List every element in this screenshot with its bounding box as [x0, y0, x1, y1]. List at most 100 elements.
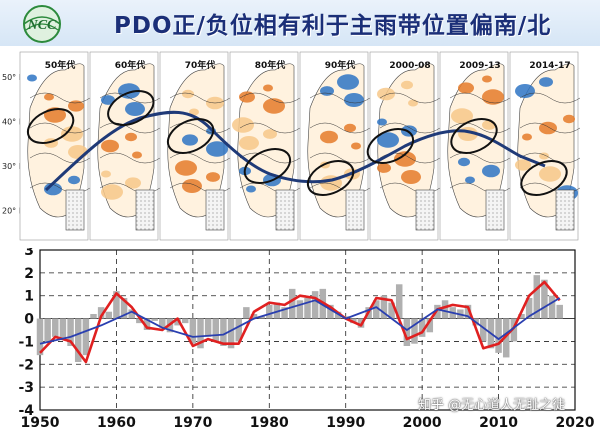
lat-label: 50° N [2, 73, 25, 82]
rainband-ellipse [366, 128, 415, 164]
map-panel-label: 2009-13 [459, 61, 500, 71]
map-panel: 90年代 [299, 51, 371, 241]
map-panel: 2009-13 [439, 51, 511, 241]
x-tick-label: 1970 [173, 415, 212, 429]
pdo-bar [120, 298, 128, 319]
pdo-bar [204, 318, 212, 337]
pdo-bar [395, 284, 403, 319]
pdo-bar [220, 318, 227, 346]
pdo-bar [90, 314, 97, 319]
pdo-bar [128, 309, 135, 319]
pdo-bar [243, 307, 250, 319]
pdo-index-chart: -4 -3 -2 -1 0 1 2 3 1950 1960 1970 1980 1990 2000 201… [18, 248, 595, 429]
x-tick-label: 1980 [250, 415, 289, 429]
map-panel-label: 60年代 [115, 59, 146, 71]
pdo-bar [159, 318, 166, 328]
pdo-bar [59, 318, 67, 340]
map-panel: 50年代 [19, 51, 91, 241]
y-tick-label: 0 [24, 312, 34, 328]
map-panel: 80年代 [229, 51, 301, 241]
y-tick-label: -4 [18, 403, 34, 419]
watermark-text: 知乎 @无心道人无耻之徒 [418, 398, 566, 413]
x-tick-label: 2000 [403, 415, 442, 429]
rainband-ellipse [520, 160, 568, 196]
page-title: PDO正/负位相有利于主雨带位置偏南/北 [114, 13, 552, 39]
map-panel-label: 2000-08 [389, 61, 430, 71]
map-panel-label: 2014-17 [529, 61, 570, 71]
map-panel: 2014-17 [509, 51, 581, 241]
map-panel-label: 80年代 [255, 59, 286, 71]
pdo-bar [288, 288, 296, 319]
pdo-bar [304, 298, 311, 319]
pdo-bar [403, 318, 411, 346]
lat-label: 20° N [2, 207, 25, 216]
y-tick-label: 1 [24, 289, 34, 305]
ncc-logo-icon: NCC [23, 5, 61, 43]
pdo-bar [250, 314, 258, 319]
pdo-bar [518, 314, 525, 319]
pdo-bar [44, 318, 51, 342]
pdo-bar [174, 318, 181, 326]
pdo-bar [181, 318, 189, 324]
rainband-ellipse [107, 90, 155, 126]
pdo-bar [296, 300, 304, 319]
pdo-bar [235, 318, 242, 342]
pdo-bar [334, 311, 342, 319]
y-tick-label: -1 [18, 334, 34, 350]
y-tick-label: -2 [18, 357, 34, 373]
logo-text: NCC [27, 18, 57, 33]
pdo-bar [281, 307, 288, 319]
pdo-bar [533, 275, 541, 319]
pdo-bar [464, 304, 472, 319]
x-tick-label: 2020 [556, 415, 595, 429]
map-panel: 60年代 [89, 51, 161, 241]
pdo-bar [311, 291, 319, 319]
pdo-bar [411, 318, 418, 344]
pdo-bar [151, 318, 158, 321]
plot-frame [39, 249, 576, 411]
pdo-bar [113, 291, 120, 319]
map-panels: 50° N 40° N 30° N 20° N 50年代 60年代 70年代 80年代 90年… [2, 51, 581, 241]
x-tick-label: 1990 [326, 415, 365, 429]
rainband-ellipse [306, 160, 355, 196]
pdo-bar [441, 300, 449, 319]
map-panel: 70年代 [159, 51, 231, 241]
pdo-bar [426, 318, 434, 333]
pdo-bar [197, 318, 204, 349]
pdo-bar [418, 318, 426, 337]
pdo-bar [212, 318, 220, 342]
pdo-bar [36, 318, 44, 356]
pdo-bar [556, 304, 563, 319]
pdo-bar [97, 307, 105, 319]
pdo-bar [52, 318, 59, 337]
pdo-bar [548, 295, 556, 319]
blue-smoothed-line [39, 297, 561, 345]
pdo-bar [388, 302, 395, 319]
y-tick-label: -3 [18, 380, 34, 396]
rainband-ellipse [166, 118, 215, 154]
pdo-bar [510, 318, 518, 342]
pdo-bar [273, 302, 281, 319]
pdo-bar [82, 318, 90, 356]
pdo-bar [227, 318, 235, 349]
pdo-bar [495, 318, 502, 353]
pdo-bar [380, 295, 388, 319]
pdo-bar [67, 318, 74, 346]
x-tick-label: 2010 [479, 415, 518, 429]
map-panel-label: 50年代 [45, 59, 76, 71]
x-tick-label: 1950 [21, 415, 60, 429]
pdo-bar [434, 304, 441, 319]
pdo-bar [143, 318, 151, 330]
rainband-ellipse [26, 108, 75, 144]
pdo-bar [525, 298, 533, 319]
rainband-ellipse [450, 118, 498, 154]
map-panel-label: 70年代 [185, 59, 216, 71]
pdo-bar [373, 300, 380, 319]
pdo-bar [258, 316, 265, 319]
pdo-bar [136, 318, 143, 324]
pdo-bar [327, 304, 334, 319]
x-tick-label: 1960 [97, 415, 136, 429]
pdo-bar [105, 311, 113, 319]
pdo-bar [480, 318, 487, 342]
header-bar: NCC PDO正/负位相有利于主雨带位置偏南/北 [0, 0, 600, 46]
